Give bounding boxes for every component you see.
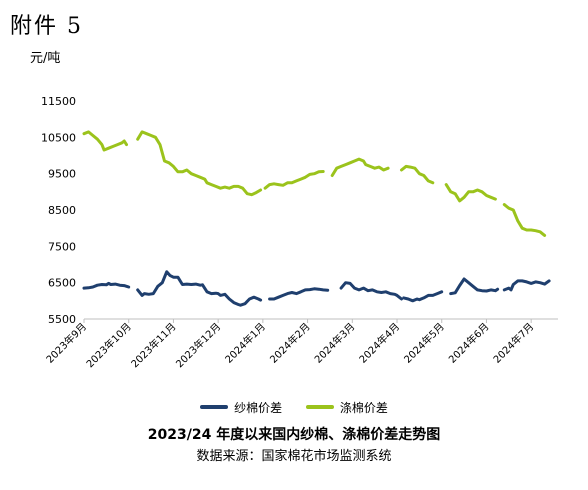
- series-line-yarn-cotton: [136, 270, 263, 307]
- chart-legend: 纱棉价差 涤棉价差: [0, 398, 588, 416]
- series-line-polyester-cotton: [263, 170, 325, 190]
- series-line-yarn-cotton: [339, 281, 403, 301]
- legend-item-polyester-cotton: 涤棉价差: [305, 399, 388, 416]
- legend-label-polyester-cotton: 涤棉价差: [339, 400, 388, 415]
- x-tick-label: 2023年9月: [43, 320, 89, 366]
- y-tick-label: 10500: [41, 131, 76, 144]
- x-tick-label: 2024年4月: [356, 320, 402, 366]
- chart-source: 数据来源：国家棉花市场监测系统: [196, 449, 392, 464]
- chart-title: 2023/24 年度以来国内纱棉、涤棉价差走势图: [147, 427, 441, 443]
- series-line-yarn-cotton: [502, 279, 551, 292]
- y-tick-label: 5500: [48, 313, 76, 326]
- y-tick-label: 11500: [41, 95, 76, 108]
- x-tick-label: 2023年10月: [84, 320, 134, 370]
- series-line-polyester-cotton: [444, 183, 497, 203]
- legend-swatch-yarn-cotton: [200, 405, 229, 409]
- series-line-yarn-cotton: [268, 287, 330, 301]
- x-tick-label: 2024年7月: [490, 320, 536, 366]
- y-tick-label: 8500: [48, 204, 76, 217]
- series-line-polyester-cotton: [502, 203, 547, 237]
- x-tick-label: 2024年2月: [267, 320, 313, 366]
- y-tick-label: 6500: [48, 277, 76, 290]
- legend-swatch-polyester-cotton: [305, 405, 334, 409]
- x-tick-label: 2024年3月: [312, 320, 358, 366]
- y-tick-label: 9500: [48, 168, 76, 181]
- x-tick-label: 2024年6月: [446, 320, 492, 366]
- x-tick-label: 2024年1月: [222, 320, 268, 366]
- series-line-yarn-cotton: [449, 277, 500, 296]
- appendix-label: 附件 5: [10, 14, 83, 39]
- series-line-polyester-cotton: [136, 130, 263, 197]
- series-line-polyester-cotton: [400, 164, 435, 185]
- legend-item-yarn-cotton: 纱棉价差: [200, 399, 282, 416]
- series-line-yarn-cotton: [82, 281, 131, 290]
- y-axis-unit-label: 元/吨: [30, 51, 61, 66]
- x-tick-label: 2023年12月: [173, 320, 223, 370]
- series-line-yarn-cotton: [402, 290, 444, 303]
- y-tick-label: 7500: [48, 240, 76, 253]
- series-line-polyester-cotton: [330, 157, 390, 177]
- x-tick-label: 2023年11月: [128, 320, 178, 370]
- series-line-polyester-cotton: [82, 130, 128, 152]
- x-tick-label: 2024年5月: [401, 320, 447, 366]
- legend-label-yarn-cotton: 纱棉价差: [234, 400, 283, 415]
